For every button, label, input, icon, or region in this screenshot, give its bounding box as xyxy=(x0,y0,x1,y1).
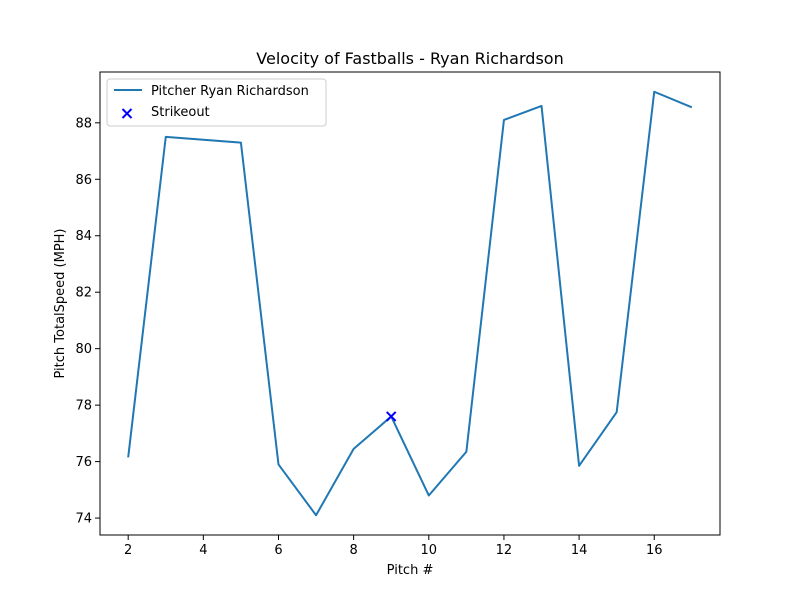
x-axis-title: Pitch # xyxy=(387,563,434,578)
y-tick-label: 80 xyxy=(75,342,92,357)
x-tick-label: 14 xyxy=(571,543,588,558)
x-tick-label: 4 xyxy=(199,543,207,558)
y-tick-label: 86 xyxy=(75,173,92,188)
y-tick-label: 84 xyxy=(75,229,92,244)
x-tick-label: 12 xyxy=(496,543,513,558)
legend: Pitcher Ryan Richardson Strikeout xyxy=(106,78,327,127)
y-axis-title: Pitch TotalSpeed (MPH) xyxy=(53,228,68,378)
x-tick-label: 10 xyxy=(421,543,438,558)
legend-box xyxy=(106,78,327,127)
y-tick-label: 74 xyxy=(75,512,92,527)
strikeout-marker xyxy=(386,411,397,422)
legend-x-marker-icon xyxy=(121,108,133,119)
x-tick-label: 6 xyxy=(274,543,282,558)
plot-area xyxy=(127,90,693,517)
y-tick-label: 78 xyxy=(75,399,92,414)
x-tick-label: 8 xyxy=(349,543,357,558)
legend-label-strikeout: Strikeout xyxy=(151,105,210,120)
x-tick-label: 2 xyxy=(124,543,132,558)
series-line-pitcher xyxy=(127,90,693,517)
legend-label-pitcher: Pitcher Ryan Richardson xyxy=(151,84,309,99)
x-axis-ticks: 2 4 6 8 10 12 14 16 xyxy=(124,535,663,558)
axes-frame xyxy=(99,71,721,536)
chart-title: Velocity of Fastballs - Ryan Richardson xyxy=(256,49,563,68)
y-tick-label: 76 xyxy=(75,455,92,470)
x-tick-label: 16 xyxy=(646,543,663,558)
y-axis-ticks: 74 76 78 80 82 84 86 88 xyxy=(75,116,100,527)
y-tick-label: 82 xyxy=(75,286,92,301)
y-tick-label: 88 xyxy=(75,116,92,131)
